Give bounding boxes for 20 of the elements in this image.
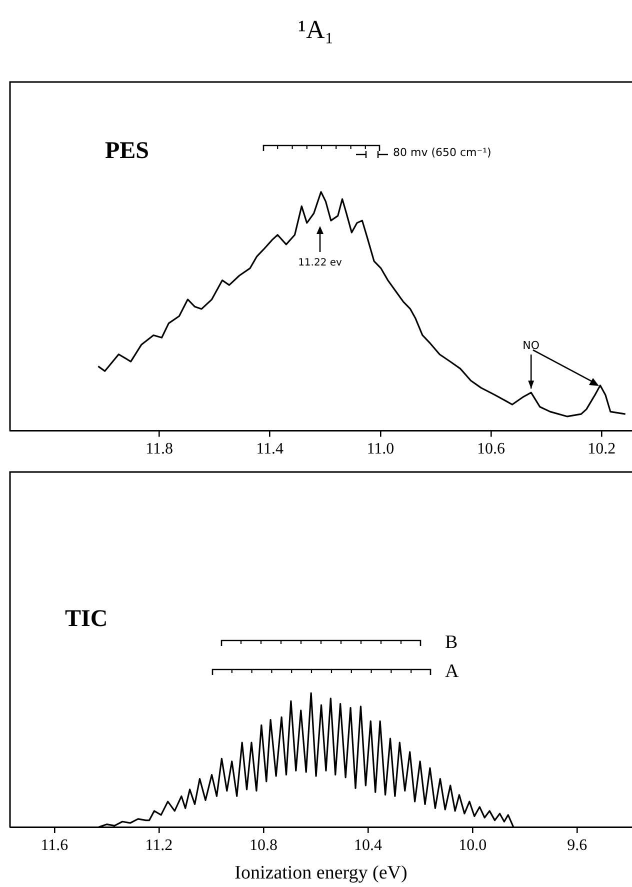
text: B (445, 632, 458, 653)
x-tick-label: 10.8 (250, 836, 278, 854)
x-tick-label: 11.0 (366, 440, 394, 458)
annotation: NO (522, 338, 540, 352)
x-tick-label: 11.4 (256, 440, 284, 458)
chart-title: ¹A₁ (297, 14, 335, 46)
annotation: 11.22 ev (298, 258, 342, 269)
text: 80 mv (650 cm⁻¹) (393, 146, 492, 159)
x-tick-label: 9.6 (567, 836, 588, 854)
text: A (445, 660, 459, 682)
x-tick-label: 11.6 (40, 836, 68, 854)
x-tick-label: 11.8 (146, 440, 173, 458)
x-tick-label: 10.6 (477, 440, 506, 458)
x-tick-label: 10.0 (458, 836, 487, 854)
x-tick-label: 10.4 (354, 836, 382, 854)
x-tick-label: 11.2 (145, 836, 173, 854)
text: TIC (65, 606, 108, 632)
text: PES (105, 138, 150, 164)
x-axis-title: Ionization energy (eV) (234, 862, 408, 884)
x-tick-label: 10.2 (588, 440, 616, 458)
